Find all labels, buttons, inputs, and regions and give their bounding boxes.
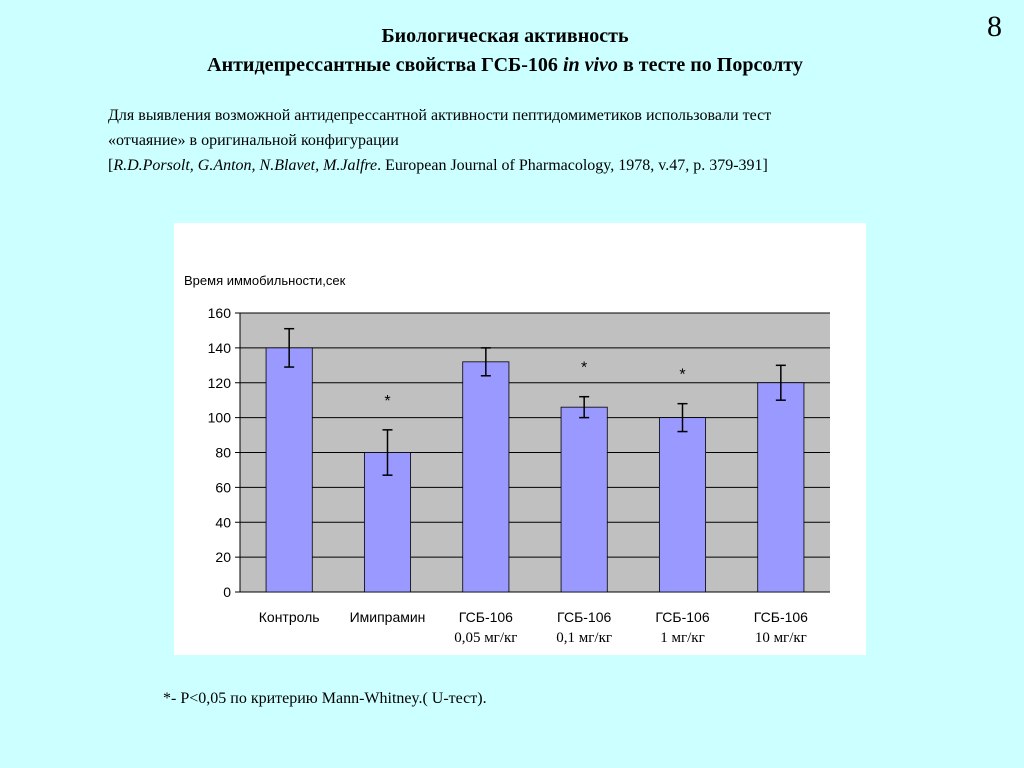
y-tick-label: 80 (215, 445, 231, 461)
x-tick-label-dose: 0,1 мг/кг (556, 630, 612, 646)
y-tick-label: 100 (208, 410, 232, 426)
slide-title: Биологическая активность Антидепрессантн… (0, 22, 1010, 80)
bar (757, 382, 805, 593)
title-line-2-part-2: в тесте по Порсолту (617, 54, 803, 76)
y-tick-label: 40 (215, 514, 231, 530)
title-line-2: Антидепрессантные свойства ГСБ-106 in vi… (0, 51, 1010, 80)
y-tick-label: 140 (208, 340, 232, 356)
reference-authors: R.D.Porsolt, G.Anton, N.Blavet, M.Jalfre (113, 157, 378, 174)
bar (658, 417, 707, 593)
y-tick-label: 20 (215, 549, 231, 565)
y-tick-label: 160 (208, 305, 232, 321)
chart-container: Время иммобильности,сек 0 20 40 60 80 100 120 14… (174, 223, 866, 655)
bar (265, 347, 313, 593)
reference: [R.D.Porsolt, G.Anton, N.Blavet, M.Jalfr… (108, 153, 968, 178)
x-tick-label-dose: 1 мг/кг (660, 630, 705, 646)
x-tick-label: Контроль (259, 609, 320, 625)
x-tick-label: ГСБ-106 (754, 609, 808, 625)
intro-text: Для выявления возможной антидепрессантно… (108, 103, 968, 178)
bar (462, 361, 510, 593)
bar (560, 406, 608, 593)
intro-line-2: «отчаяние» в оригинальной конфигурации (108, 132, 399, 149)
intro-line-1: Для выявления возможной антидепрессантно… (108, 107, 772, 124)
x-tick-label-dose: 10 мг/кг (755, 630, 807, 646)
title-in-vivo: in vivo (562, 54, 618, 76)
significance-marker: * (581, 360, 587, 377)
footnote: *- P<0,05 по критерию Mann-Whitney.( U-т… (163, 690, 487, 707)
y-axis-label: Время иммобильности,сек (184, 273, 346, 288)
page-number: 8 (987, 10, 1002, 43)
significance-marker: * (679, 367, 685, 384)
title-line-2-part-1: Антидепрессантные свойства ГСБ-106 (207, 54, 563, 76)
y-tick-label: 120 (208, 375, 232, 391)
bar-chart: Время иммобильности,сек 0 20 40 60 80 100 120 14… (184, 273, 830, 646)
x-tick-label: Имипрамин (350, 609, 426, 625)
reference-rest: . European Journal of Pharmacology, 1978… (377, 157, 768, 174)
y-tick-label: 0 (223, 584, 231, 600)
x-tick-label: ГСБ-106 (459, 609, 513, 625)
x-tick-label: ГСБ-106 (655, 609, 709, 625)
y-tick-label: 60 (215, 479, 231, 495)
reference-open: [ (108, 157, 114, 174)
title-line-1: Биологическая активность (381, 25, 629, 47)
x-tick-label-dose: 0,05 мг/кг (454, 630, 517, 646)
significance-marker: * (384, 393, 390, 410)
x-tick-label: ГСБ-106 (557, 609, 611, 625)
